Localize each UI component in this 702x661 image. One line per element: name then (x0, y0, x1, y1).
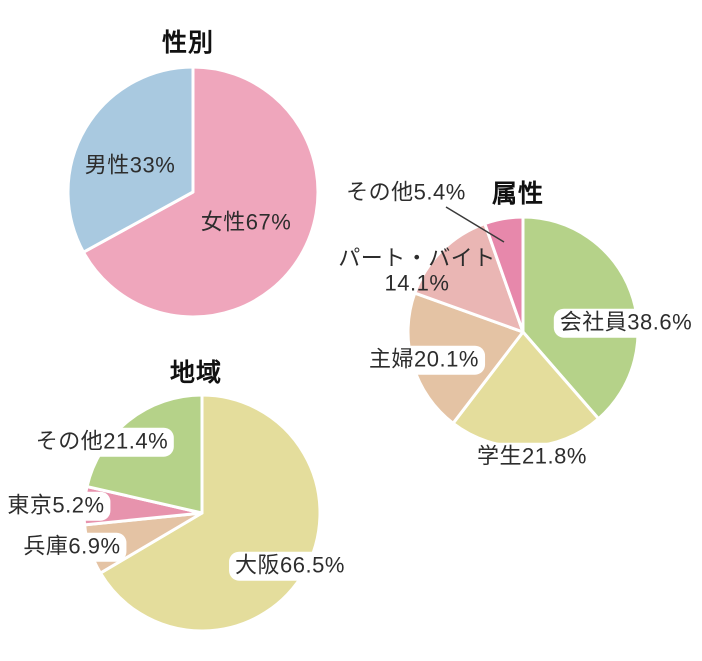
chart-title-gender: 性別 (161, 29, 215, 57)
pie-slices-group (66, 65, 640, 633)
slice-label-part-time-line1: パート・バイト (338, 245, 496, 271)
slice-label-male: 男性33% (84, 152, 176, 178)
slice-label-female: 女性67% (200, 209, 292, 235)
slice-label-tokyo: 東京5.2% (1, 491, 111, 521)
slice-label-company-employee: 会社員38.6% (553, 308, 699, 338)
pie-slice-female-gender (81, 65, 320, 319)
slice-label-osaka: 大阪66.5% (229, 551, 351, 581)
callout-line-other (445, 206, 505, 243)
slice-label-hyogo: 兵庫6.9% (17, 532, 127, 562)
slice-label-part-time: パート・バイト 14.1% (338, 246, 496, 295)
slice-label-housewife: 主婦20.1% (363, 345, 485, 375)
pie-slice-male-gender (66, 65, 195, 254)
pie-slice-other-attribute (483, 215, 525, 334)
slice-label-student: 学生21.8% (471, 442, 593, 472)
chart-title-attribute: 属性 (491, 180, 545, 208)
slice-label-other-attribute: その他5.4% (346, 179, 466, 205)
slice-label-part-time-line2: 14.1% (384, 270, 450, 295)
slice-label-other-region: その他21.4% (29, 427, 175, 457)
chart-title-region: 地域 (169, 359, 223, 387)
pie-slice-part-time-attribute (413, 222, 525, 334)
